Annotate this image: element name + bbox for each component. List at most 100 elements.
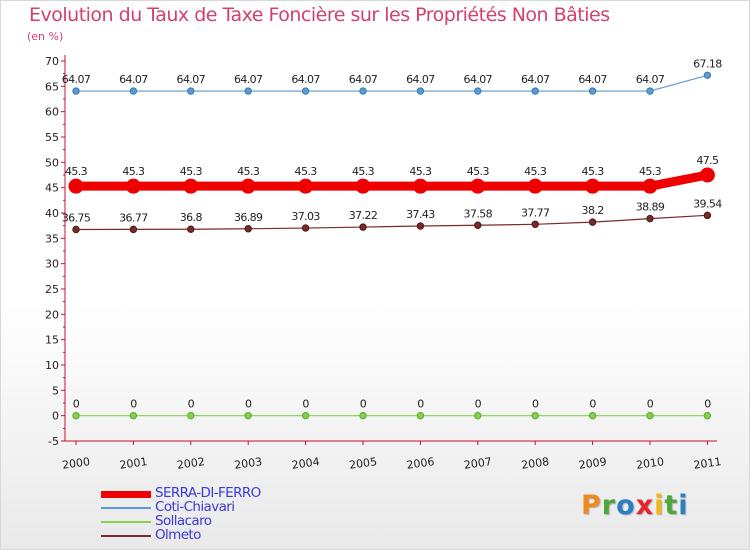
- data-point-serra: [470, 178, 486, 194]
- data-label-sollacaro: 0: [704, 398, 711, 411]
- data-label-coti: 64.07: [177, 73, 206, 86]
- y-tick-label: 40: [45, 207, 59, 220]
- x-tick-label: 2006: [406, 455, 436, 472]
- data-label-sollacaro: 0: [245, 398, 252, 411]
- data-label-sollacaro: 0: [130, 398, 137, 411]
- x-tick-label: 2003: [234, 455, 264, 472]
- data-point-sollacaro: [588, 411, 597, 420]
- data-point-coti: [474, 87, 482, 95]
- data-point-olmeto: [646, 214, 654, 223]
- data-point-olmeto: [416, 222, 425, 230]
- y-tick-label: 10: [45, 359, 59, 372]
- data-point-sollacaro: [72, 411, 80, 420]
- data-point-olmeto: [129, 225, 138, 234]
- data-point-olmeto: [588, 218, 597, 226]
- logo-letter: x: [635, 490, 655, 521]
- y-tick-label: 65: [45, 80, 59, 93]
- data-label-coti: 64.07: [636, 73, 665, 86]
- data-point-serra: [699, 167, 715, 183]
- data-label-olmeto: 37.43: [406, 208, 435, 221]
- data-point-olmeto: [359, 223, 367, 231]
- x-tick-label: 2010: [635, 455, 665, 472]
- logo-letter: i: [654, 490, 665, 521]
- data-label-serra: 45.3: [582, 165, 605, 178]
- data-label-serra: 45.3: [467, 165, 490, 178]
- data-point-coti: [129, 87, 138, 95]
- data-label-olmeto: 36.8: [180, 211, 203, 224]
- data-label-coti: 64.07: [521, 73, 550, 86]
- y-tick-label: 45: [45, 182, 59, 195]
- data-label-serra: 45.3: [295, 165, 318, 178]
- data-point-coti: [646, 87, 654, 95]
- data-label-coti: 64.07: [464, 73, 493, 86]
- data-label-serra: 45.3: [122, 165, 145, 178]
- data-label-serra: 45.3: [237, 165, 260, 178]
- data-point-sollacaro: [301, 411, 310, 420]
- data-label-coti: 64.07: [578, 73, 607, 86]
- x-tick-label: 2005: [348, 455, 378, 472]
- data-label-coti: 67.18: [693, 57, 722, 70]
- legend-label-sollacaro: Sollacaro: [155, 513, 212, 529]
- x-tick-label: 2008: [521, 455, 551, 472]
- data-point-sollacaro: [474, 411, 482, 420]
- legend-swatch-serra: [101, 491, 151, 498]
- y-tick-label: 70: [45, 55, 59, 68]
- series-line-serra: [76, 170, 709, 191]
- data-point-olmeto: [187, 225, 195, 233]
- data-label-sollacaro: 0: [302, 398, 309, 411]
- data-label-coti: 64.07: [349, 73, 378, 86]
- data-point-sollacaro: [187, 411, 195, 420]
- data-point-serra: [240, 178, 256, 194]
- y-tick-label: 35: [45, 232, 59, 245]
- data-point-coti: [244, 87, 252, 95]
- data-label-serra: 45.3: [524, 165, 547, 178]
- logo-letter: i: [678, 490, 689, 521]
- data-label-sollacaro: 0: [73, 398, 80, 411]
- data-point-serra: [68, 178, 84, 194]
- data-label-sollacaro: 0: [188, 398, 195, 411]
- data-point-coti: [301, 87, 310, 95]
- data-label-sollacaro: 0: [360, 398, 367, 411]
- data-label-olmeto: 39.54: [693, 197, 722, 210]
- data-point-coti: [588, 87, 597, 95]
- data-label-serra: 45.3: [180, 165, 203, 178]
- y-tick-label: 25: [45, 283, 59, 296]
- x-tick-label: 2009: [578, 455, 608, 472]
- data-label-coti: 64.07: [234, 73, 263, 86]
- legend-swatch-olmeto: [101, 535, 151, 537]
- x-tick-label: 2002: [176, 455, 206, 472]
- data-label-olmeto: 38.2: [582, 204, 604, 217]
- logo-letter: P: [581, 490, 602, 521]
- data-point-sollacaro: [416, 411, 425, 420]
- y-tick-label: 20: [45, 308, 59, 321]
- data-label-sollacaro: 0: [589, 398, 596, 411]
- data-label-serra: 45.3: [65, 165, 88, 178]
- x-tick-label: 2007: [463, 455, 493, 472]
- data-point-coti: [359, 87, 367, 95]
- data-label-olmeto: 37.77: [521, 206, 550, 219]
- data-point-coti: [187, 87, 195, 95]
- data-label-sollacaro: 0: [417, 398, 424, 411]
- data-point-olmeto: [703, 211, 712, 220]
- data-label-serra: 47.5: [696, 154, 719, 167]
- data-label-serra: 45.3: [639, 165, 662, 178]
- data-label-coti: 64.07: [62, 73, 91, 86]
- y-tick-label: 5: [52, 384, 59, 397]
- data-label-coti: 64.07: [119, 73, 148, 86]
- legend-label-coti: Coti-Chiavari: [155, 499, 235, 515]
- y-tick-label: -5: [48, 435, 59, 448]
- x-tick-label: 2001: [119, 455, 149, 472]
- data-point-olmeto: [72, 225, 80, 234]
- legend-swatch-sollacaro: [101, 521, 151, 523]
- series-line-olmeto: [75, 214, 708, 231]
- data-label-sollacaro: 0: [532, 398, 539, 411]
- data-point-serra: [642, 178, 658, 194]
- series-line-coti: [76, 74, 708, 92]
- data-label-sollacaro: 0: [475, 398, 482, 411]
- data-point-sollacaro: [359, 411, 367, 420]
- x-tick-label: 2011: [693, 455, 723, 472]
- x-tick-label: 2004: [291, 455, 321, 472]
- data-point-serra: [412, 178, 428, 194]
- data-label-serra: 45.3: [409, 165, 432, 178]
